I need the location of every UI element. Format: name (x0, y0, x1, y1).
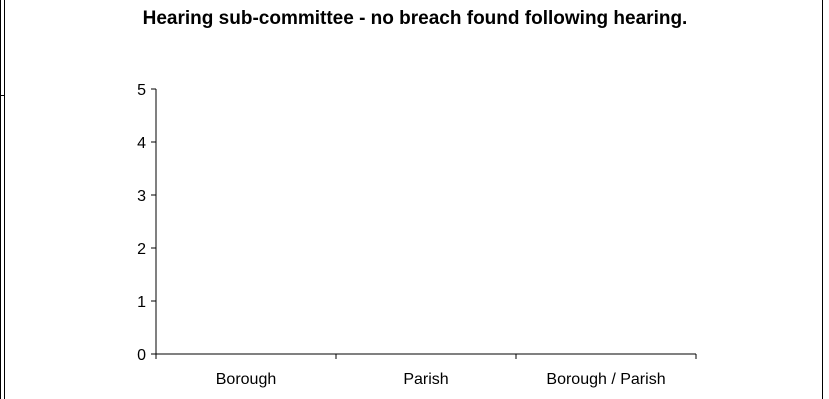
y-tick-label-0: 0 (137, 347, 146, 364)
window-frame-right (822, 0, 823, 399)
chart-title: Hearing sub-committee - no breach found … (142, 8, 688, 29)
y-axis: 0 1 2 3 4 5 (137, 82, 157, 364)
y-tick-label-1: 1 (137, 294, 146, 311)
y-tick-label-3: 3 (137, 188, 146, 205)
window-frame-left (0, 0, 5, 399)
y-tick-label-2: 2 (137, 241, 146, 258)
x-tick-label-2: Borough / Parish (546, 371, 665, 388)
x-tick-label-1: Parish (403, 371, 448, 388)
window-frame-notch (0, 95, 5, 96)
x-axis: Borough Parish Borough / Parish (155, 353, 697, 388)
x-tick-label-0: Borough (216, 371, 277, 388)
y-tick-label-4: 4 (137, 135, 146, 152)
y-tick-label-5: 5 (137, 82, 146, 99)
